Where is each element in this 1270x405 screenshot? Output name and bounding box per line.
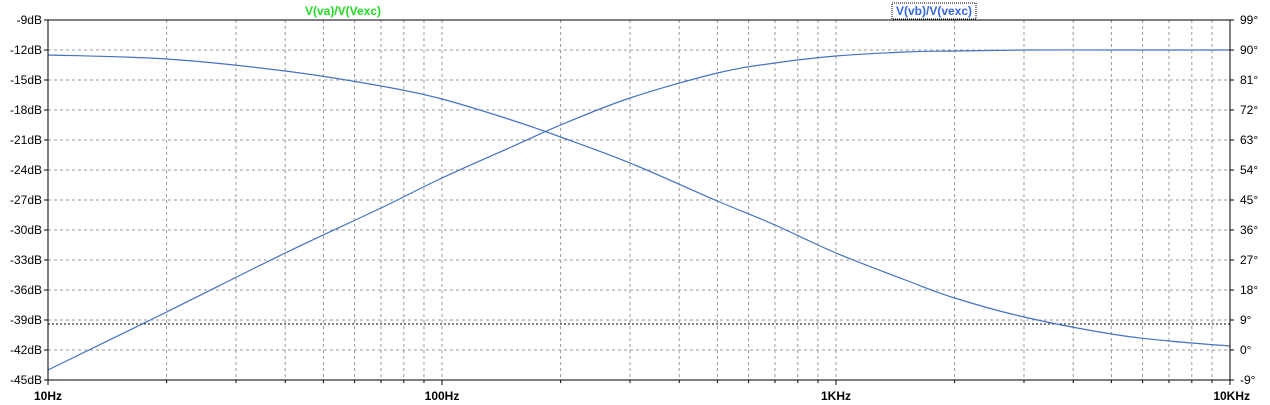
left-tick-label: -24dB <box>10 163 42 177</box>
right-tick-label: 54° <box>1240 163 1258 177</box>
left-tick-label: -42dB <box>10 343 42 357</box>
right-tick-label: -9° <box>1240 373 1256 387</box>
legend: V(va)/V(Vexc) V(vb)/V(vexc) <box>305 2 977 20</box>
right-tick-label: 45° <box>1240 193 1258 207</box>
left-tick-label: -27dB <box>10 193 42 207</box>
right-tick-label: 36° <box>1240 223 1258 237</box>
x-axis: 10Hz 100Hz 1KHz 10KHz <box>34 380 1250 403</box>
right-tick-label: 27° <box>1240 253 1258 267</box>
legend-label-vb: V(vb)/V(vexc) <box>896 4 972 18</box>
left-tick-label: -12dB <box>10 43 42 57</box>
x-tick-label: 10Hz <box>34 389 62 403</box>
grid <box>48 20 1230 380</box>
right-tick-label: 18° <box>1240 283 1258 297</box>
right-axis: 99° 90° 81° 72° 63° 54° 45° 36° 27° 18° 9° 0° -9° <box>1230 13 1258 387</box>
left-tick-label: -33dB <box>10 253 42 267</box>
series-line-vb <box>47 49 1230 371</box>
series-layer <box>47 49 1231 371</box>
right-tick-label: 63° <box>1240 133 1258 147</box>
left-tick-label: -45dB <box>10 373 42 387</box>
left-tick-label: -15dB <box>10 73 42 87</box>
legend-label-va: V(va)/V(Vexc) <box>305 4 381 18</box>
right-tick-label: 90° <box>1240 43 1258 57</box>
left-tick-label: -39dB <box>10 313 42 327</box>
left-tick-label: -21dB <box>10 133 42 147</box>
right-tick-label: 81° <box>1240 73 1258 87</box>
x-tick-label: 1KHz <box>821 389 851 403</box>
x-tick-label: 100Hz <box>425 389 460 403</box>
left-tick-label: -36dB <box>10 283 42 297</box>
x-tick-label: 10KHz <box>1213 389 1250 403</box>
right-tick-label: 72° <box>1240 103 1258 117</box>
series-line-va <box>47 54 1231 347</box>
right-tick-label: 0° <box>1240 343 1252 357</box>
right-tick-label: 99° <box>1240 13 1258 27</box>
left-tick-label: -18dB <box>10 103 42 117</box>
right-tick-label: 9° <box>1240 313 1252 327</box>
left-tick-label: -30dB <box>10 223 42 237</box>
left-tick-label: -9dB <box>17 13 42 27</box>
left-axis: -9dB -12dB -15dB -18dB -21dB -24dB -27dB -30dB -… <box>10 13 48 387</box>
legend-focus-box <box>891 2 977 20</box>
